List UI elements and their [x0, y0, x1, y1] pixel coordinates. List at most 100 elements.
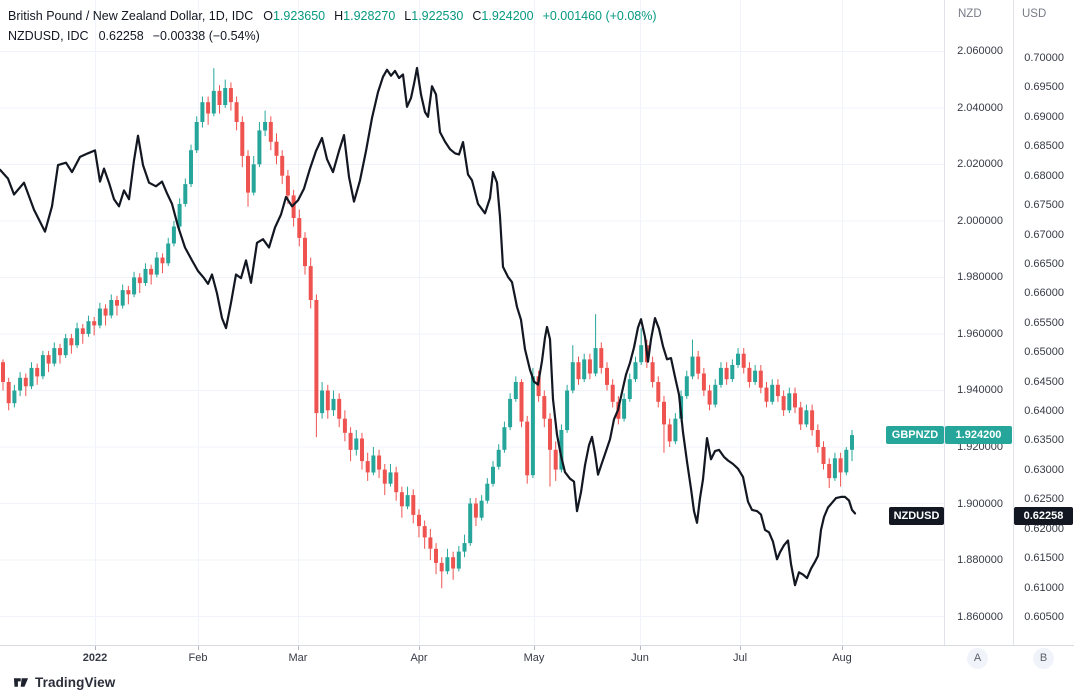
footer: TradingView	[0, 672, 1074, 693]
candle-body	[303, 237, 307, 267]
time-tick-label: 2022	[82, 652, 108, 664]
price-tick-label: 2.020000	[957, 158, 1003, 170]
candle-body	[234, 102, 239, 122]
overlay-symbol-title: NZDUSD, IDC	[8, 29, 89, 43]
candle-body	[92, 321, 97, 326]
price-tick-label: 0.62000	[1024, 523, 1064, 535]
candle-body	[189, 150, 193, 185]
candle-body	[690, 356, 695, 377]
candle-body	[331, 398, 336, 411]
price-scale-nzd-header: NZD	[958, 8, 982, 20]
time-tick	[298, 646, 299, 650]
candle-body	[434, 548, 438, 563]
chart-plot-area[interactable]	[0, 0, 944, 645]
candle-body	[684, 376, 689, 397]
candle-body	[827, 464, 832, 479]
candle-body	[787, 393, 792, 411]
price-tick-label: 0.70000	[1024, 52, 1064, 64]
candle-body	[508, 398, 513, 428]
candle-body	[251, 164, 256, 193]
candle-body	[183, 184, 188, 204]
candle-body	[160, 257, 165, 264]
candle-body	[576, 362, 581, 380]
time-tick	[95, 646, 96, 650]
candle-body	[371, 455, 376, 473]
candle-body	[228, 88, 233, 103]
time-axis[interactable]: A B 2022 Feb Mar Apr May Jun Jul Aug	[0, 646, 1074, 672]
candle-body	[297, 218, 302, 238]
candle-body	[627, 379, 632, 399]
candle-body	[126, 290, 131, 295]
candle-body	[747, 367, 752, 382]
candle-body	[285, 175, 290, 196]
time-tick	[419, 646, 420, 650]
candle-body	[52, 348, 57, 364]
candle-body	[291, 195, 296, 218]
candle-body	[775, 384, 780, 397]
price-tick-label: 2.060000	[957, 45, 1003, 57]
candle-body	[143, 268, 148, 283]
price-tick-label: 0.65000	[1024, 346, 1064, 358]
nzdusd-series-badge: NZDUSD	[889, 507, 944, 525]
candle-body	[58, 348, 62, 356]
candle-body	[177, 203, 182, 227]
candle-body	[63, 338, 68, 356]
candle-body	[730, 365, 735, 380]
candle-body	[456, 551, 461, 569]
price-tick-label: 0.69500	[1024, 81, 1064, 93]
candle-body	[753, 370, 758, 382]
candle-body	[587, 359, 592, 374]
candle-body	[109, 300, 114, 316]
candle-body	[770, 384, 775, 402]
candle-body	[713, 384, 718, 405]
candle-body	[394, 472, 399, 493]
candle-body	[377, 455, 382, 470]
candle-body	[337, 398, 342, 419]
candle-body	[525, 421, 530, 476]
candle-body	[417, 514, 421, 527]
candle-body	[280, 155, 285, 176]
candle-body	[491, 466, 495, 484]
candle-body	[810, 410, 815, 431]
price-tick-label: 0.69000	[1024, 111, 1064, 123]
candle-body	[696, 356, 701, 374]
price-scale-nzd[interactable]: NZD 2.060000 2.040000 2.020000 2.000000 1.98…	[945, 0, 1013, 645]
price-tick-label: 0.63500	[1024, 434, 1064, 446]
price-tick-label: 0.64000	[1024, 405, 1064, 417]
candle-body	[667, 424, 672, 442]
candle-body	[701, 373, 706, 391]
candle-body	[194, 122, 199, 151]
candle-body	[639, 345, 644, 363]
candle-body	[570, 362, 575, 391]
price-tick-label: 0.61000	[1024, 582, 1064, 594]
scale-a-button[interactable]: A	[967, 648, 988, 669]
candle-body	[593, 348, 598, 374]
change-value: +0.001460 (+0.08%)	[542, 9, 657, 23]
chart-canvas[interactable]	[0, 0, 944, 645]
price-scale-usd[interactable]: USD 0.70000 0.69500 0.69000 0.68500 0.68000 0…	[1014, 0, 1074, 645]
candle-body	[211, 90, 216, 114]
candle-body	[80, 328, 85, 334]
scale-divider-right[interactable]	[1013, 0, 1014, 672]
candle-body	[154, 257, 159, 275]
price-tick-label: 0.66500	[1024, 258, 1064, 270]
candle-body	[542, 396, 547, 419]
candle-body	[217, 90, 222, 105]
candle-body	[804, 410, 809, 425]
candle-body	[382, 469, 387, 484]
scale-divider-left[interactable]	[944, 0, 945, 672]
tradingview-logo-link[interactable]: TradingView	[13, 674, 115, 690]
ohlc-low: L1.922530	[404, 9, 464, 23]
candle-body	[274, 141, 279, 156]
price-tick-label: 0.68500	[1024, 140, 1064, 152]
candle-body	[405, 495, 410, 507]
candle-body	[736, 353, 740, 365]
candle-body	[268, 122, 273, 142]
candle-body	[838, 458, 843, 473]
legend-row-nzdusd[interactable]: NZDUSD, IDC 0.62258 −0.00338 (−0.54%)	[8, 26, 666, 46]
price-tick-label: 1.920000	[957, 441, 1003, 453]
legend-row-gbpnzd[interactable]: British Pound / New Zealand Dollar, 1D, …	[8, 6, 666, 26]
scale-b-button[interactable]: B	[1033, 648, 1054, 669]
candle-body	[724, 367, 729, 380]
